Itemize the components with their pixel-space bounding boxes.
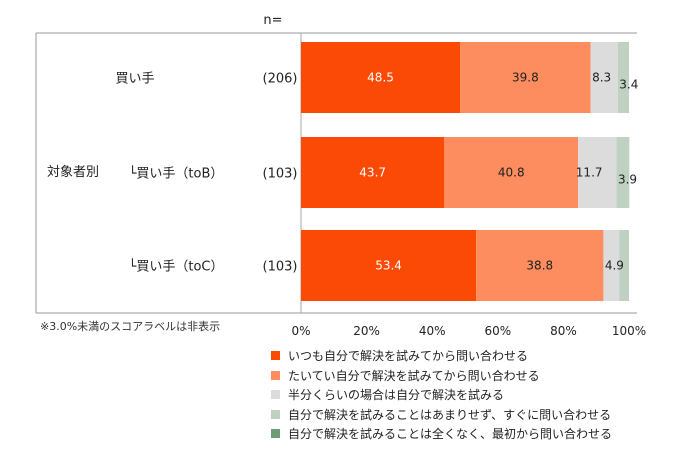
data-label: 4.9: [605, 259, 624, 273]
bar-segment: [460, 42, 591, 113]
x-tick-label: 20%: [353, 324, 380, 338]
bar-segment: [301, 137, 445, 208]
legend-swatch: [271, 351, 280, 361]
data-label: 39.8: [512, 71, 539, 85]
legend-label: 自分で解決を試みることはあまりせず、すぐに問い合わせる: [288, 407, 612, 422]
legend-swatch: [271, 429, 280, 439]
x-tick-label: 0%: [291, 324, 310, 338]
bar-segment: [619, 230, 629, 301]
bar-segment: [603, 230, 620, 301]
legend-item: たいてい自分で解決を試みてから問い合わせる: [271, 366, 612, 386]
data-label: 40.8: [498, 166, 525, 180]
legend: いつも自分で解決を試みてから問い合わせる たいてい自分で解決を試みてから問い合わせ…: [271, 346, 612, 444]
category-label: └買い手（toC）: [129, 258, 224, 275]
bar-segment: [590, 42, 618, 113]
category-label: 買い手: [115, 72, 154, 87]
x-tick-label: 60%: [484, 324, 511, 338]
bar-segment: [476, 230, 604, 301]
data-label: 3.4: [619, 78, 638, 92]
bar-segment: [301, 230, 477, 301]
legend-swatch: [271, 409, 280, 419]
legend-label: たいてい自分で解決を試みてから問い合わせる: [288, 368, 540, 383]
score-label-note: ※3.0%未満のスコアラベルは非表示: [40, 319, 220, 333]
legend-item: いつも自分で解決を試みてから問い合わせる: [271, 346, 612, 366]
data-label: 8.3: [592, 71, 611, 85]
bar-segment: [616, 137, 630, 208]
legend-swatch: [271, 390, 280, 400]
x-tick-label: 100%: [612, 324, 646, 338]
data-label: 48.5: [367, 71, 394, 85]
legend-swatch: [271, 370, 280, 380]
legend-item: 半分くらいの場合は自分で解決を試みる: [271, 385, 612, 405]
n-value: (103): [263, 260, 298, 275]
x-tick-label: 80%: [550, 324, 577, 338]
n-header: n=: [263, 13, 282, 28]
n-value: (103): [263, 167, 298, 182]
n-value: (206): [263, 72, 298, 87]
data-label: 3.9: [618, 173, 637, 187]
data-label: 43.7: [359, 166, 386, 180]
data-label: 38.8: [526, 259, 553, 273]
bar-segment: [444, 137, 579, 208]
data-label: 53.4: [375, 259, 402, 273]
bar-segment: [617, 42, 629, 113]
bar-segment: [578, 137, 617, 208]
legend-label: 自分で解決を試みることは全くなく、最初から問い合わせる: [288, 427, 613, 442]
legend-item: 自分で解決を試みることは全くなく、最初から問い合わせる: [271, 424, 612, 444]
legend-label: いつも自分で解決を試みてから問い合わせる: [288, 349, 529, 364]
category-label: └買い手（toB）: [129, 165, 224, 182]
legend-item: 自分で解決を試みることはあまりせず、すぐに問い合わせる: [271, 405, 612, 425]
legend-label: 半分くらいの場合は自分で解決を試みる: [288, 388, 505, 403]
data-label: 11.7: [576, 166, 603, 180]
bar-segment: [301, 42, 461, 113]
x-tick-label: 40%: [419, 324, 446, 338]
group-label: 対象者別: [47, 165, 99, 180]
